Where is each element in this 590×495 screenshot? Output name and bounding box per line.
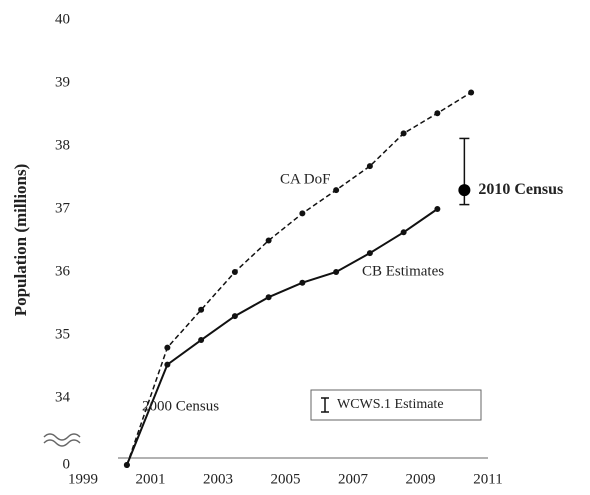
point xyxy=(123,462,130,468)
point xyxy=(164,344,171,351)
point xyxy=(231,313,238,320)
y-tick-label: 36 xyxy=(55,263,71,279)
point xyxy=(164,361,171,368)
point xyxy=(434,206,441,212)
x-tick-label: 2009 xyxy=(406,471,436,487)
point xyxy=(299,279,306,286)
x-tick-label: 1999 xyxy=(68,471,98,487)
x-tick-label: 2003 xyxy=(203,471,233,487)
y-tick-label: 35 xyxy=(55,326,70,342)
point xyxy=(265,294,272,301)
y-tick-label: 40 xyxy=(55,11,70,27)
point xyxy=(333,269,340,275)
point xyxy=(198,306,205,313)
point xyxy=(333,187,340,194)
point xyxy=(434,110,441,117)
point xyxy=(366,250,373,257)
point xyxy=(265,237,272,244)
series-label: CA DoF xyxy=(280,171,330,187)
x-tick-label: 2011 xyxy=(473,471,502,487)
point xyxy=(458,184,471,197)
x-tick-label: 2005 xyxy=(271,471,301,487)
point xyxy=(198,337,205,344)
legend-label: WCWS.1 Estimate xyxy=(337,397,444,412)
point xyxy=(400,130,407,137)
y-tick-label: 39 xyxy=(55,74,70,90)
annotation: 2000 Census xyxy=(142,398,219,414)
y-tick-label: 38 xyxy=(55,137,70,153)
line xyxy=(125,208,438,466)
y-tick-label: 0 xyxy=(63,456,71,472)
y-tick-label: 34 xyxy=(55,389,71,405)
x-tick-label: 2001 xyxy=(136,471,166,487)
point xyxy=(231,269,238,275)
legend-box xyxy=(310,389,482,421)
series-label: CB Estimates xyxy=(362,263,444,279)
x-tick-label: 2007 xyxy=(338,471,369,487)
point xyxy=(400,229,407,236)
point xyxy=(468,89,475,96)
axis-break xyxy=(43,433,81,447)
y-axis-label: Population (millions) xyxy=(11,164,30,317)
point-label: 2010 Census xyxy=(478,181,563,198)
point xyxy=(366,163,373,170)
y-tick-label: 37 xyxy=(55,200,71,216)
point xyxy=(299,210,306,217)
